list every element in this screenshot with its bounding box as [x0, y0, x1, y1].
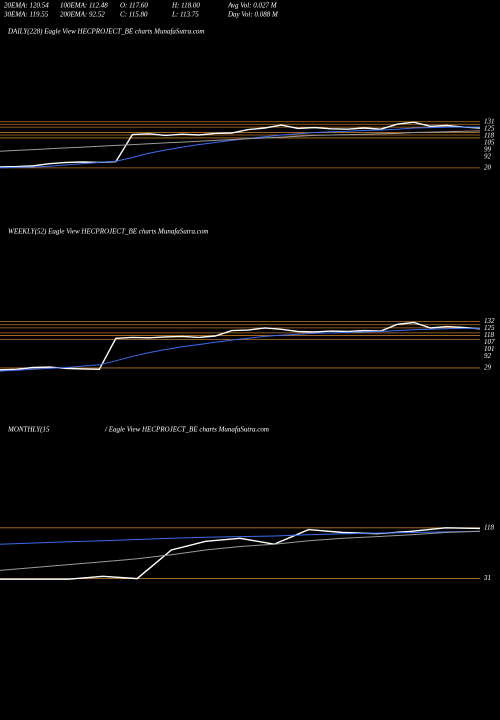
level-label: 107 — [484, 338, 495, 346]
header-stat: L: 113.75 — [171, 11, 199, 19]
level-label: 99 — [484, 145, 492, 153]
level-label: 92 — [484, 352, 492, 360]
level-label: 101 — [484, 345, 495, 353]
chart-title: WEEKLY(52) Eagle View HECPROJECT_BE char… — [8, 228, 208, 236]
header-stat: Avg Vol: 0.027 M — [227, 2, 278, 10]
level-label: 132 — [484, 317, 495, 325]
ema-line — [0, 530, 481, 571]
ema-line — [0, 530, 481, 545]
level-label: 118 — [484, 331, 494, 339]
chart-subtitle: / Eagle View HECPROJECT_BE charts Munafa… — [104, 426, 269, 434]
level-label: 125 — [484, 324, 495, 332]
chart-title: MONTHLY(15 — [7, 426, 50, 434]
price-line — [0, 121, 481, 168]
chart-title: DAILY(228) Eagle View HECPROJECT_BE char… — [7, 28, 205, 36]
header-stat: 100EMA: 112.48 — [60, 2, 108, 10]
level-label: 105 — [484, 138, 495, 146]
level-label: 92 — [484, 152, 492, 160]
level-label: 31 — [483, 574, 491, 582]
level-label: 20 — [484, 163, 492, 171]
price-line — [0, 527, 481, 580]
level-label: 118 — [484, 523, 494, 531]
ema-line — [0, 327, 480, 372]
ema-line — [0, 130, 481, 152]
header-stat: 20EMA: 120.54 — [4, 2, 49, 10]
header-stat: C: 115.80 — [120, 11, 148, 19]
header-stat: 200EMA: 92.52 — [60, 11, 105, 19]
header-stat: H: 118.00 — [171, 2, 200, 10]
level-label: 131 — [484, 117, 495, 125]
level-label: 125 — [484, 124, 495, 132]
price-line — [0, 321, 481, 371]
level-label: 118 — [484, 131, 494, 139]
header-stat: Day Vol: 0.088 M — [227, 11, 279, 19]
level-label: 29 — [484, 364, 492, 372]
header-stat: 30EMA: 119.55 — [3, 11, 49, 19]
header-stat: O: 117.60 — [120, 2, 148, 10]
